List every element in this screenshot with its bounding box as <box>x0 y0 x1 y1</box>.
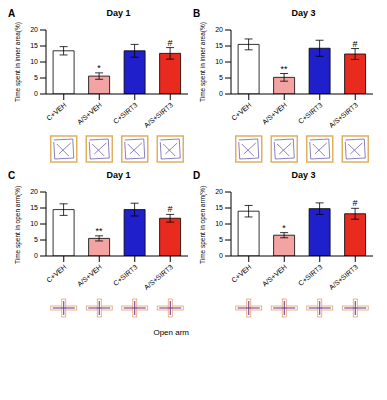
html-text:A: A <box>8 8 16 19</box>
svg-text:10: 10 <box>30 220 38 227</box>
html-text:C: C <box>8 170 16 181</box>
svg-text:C+VEH: C+VEH <box>45 263 68 283</box>
svg-text:20: 20 <box>215 26 223 33</box>
html-text:Open arm: Open arm <box>153 328 189 337</box>
svg-text:C+SIRT3: C+SIRT3 <box>297 263 324 287</box>
svg-text:0: 0 <box>219 252 223 259</box>
svg-text:#: # <box>168 204 173 214</box>
svg-text:20: 20 <box>30 26 38 33</box>
svg-text:Time spent in inner area(%): Time spent in inner area(%) <box>199 22 207 102</box>
svg-text:20: 20 <box>30 188 38 195</box>
svg-text:*: * <box>282 223 286 233</box>
svg-text:A/S+VEH: A/S+VEH <box>261 263 288 287</box>
svg-text:A/S+VEH: A/S+VEH <box>76 263 103 287</box>
svg-text:A/S+SIRT3: A/S+SIRT3 <box>328 101 359 129</box>
svg-text:5: 5 <box>34 236 38 243</box>
html-text:Day 3: Day 3 <box>291 170 316 180</box>
html-text:Day 3: Day 3 <box>291 8 316 18</box>
svg-text:C+SIRT3: C+SIRT3 <box>112 263 139 287</box>
svg-text:0: 0 <box>34 90 38 97</box>
svg-text:#: # <box>168 38 173 48</box>
svg-text:**: ** <box>96 226 104 236</box>
svg-text:C+SIRT3: C+SIRT3 <box>112 101 139 125</box>
svg-text:A/S+SIRT3: A/S+SIRT3 <box>143 263 174 291</box>
svg-text:5: 5 <box>219 236 223 243</box>
svg-text:10: 10 <box>215 220 223 227</box>
svg-text:Time spent in inner area(%): Time spent in inner area(%) <box>14 22 22 102</box>
svg-text:Time spent in open arm(%): Time spent in open arm(%) <box>199 186 207 264</box>
svg-text:5: 5 <box>219 74 223 81</box>
svg-text:15: 15 <box>215 42 223 49</box>
svg-text:C+VEH: C+VEH <box>45 101 68 121</box>
svg-text:Time spent in open arm(%): Time spent in open arm(%) <box>14 186 22 264</box>
svg-text:A/S+VEH: A/S+VEH <box>261 101 288 125</box>
html-text:Day 1: Day 1 <box>106 8 131 18</box>
html-text:D: D <box>193 170 201 181</box>
svg-text:15: 15 <box>30 42 38 49</box>
svg-text:A/S+SIRT3: A/S+SIRT3 <box>328 263 359 291</box>
svg-text:10: 10 <box>30 58 38 65</box>
svg-text:A/S+VEH: A/S+VEH <box>76 101 103 125</box>
svg-text:15: 15 <box>215 204 223 211</box>
svg-text:#: # <box>353 198 358 208</box>
svg-text:*: * <box>97 63 101 73</box>
svg-text:#: # <box>353 39 358 49</box>
html-text:Day 1: Day 1 <box>106 170 131 180</box>
svg-text:20: 20 <box>215 188 223 195</box>
svg-text:0: 0 <box>34 252 38 259</box>
svg-text:15: 15 <box>30 204 38 211</box>
svg-text:10: 10 <box>215 58 223 65</box>
svg-text:C+SIRT3: C+SIRT3 <box>297 101 324 125</box>
svg-text:C+VEH: C+VEH <box>230 263 253 283</box>
svg-text:0: 0 <box>219 90 223 97</box>
html-text:B: B <box>193 8 201 19</box>
svg-text:**: ** <box>281 64 289 74</box>
svg-text:C+VEH: C+VEH <box>230 101 253 121</box>
svg-text:5: 5 <box>34 74 38 81</box>
svg-text:A/S+SIRT3: A/S+SIRT3 <box>143 101 174 129</box>
